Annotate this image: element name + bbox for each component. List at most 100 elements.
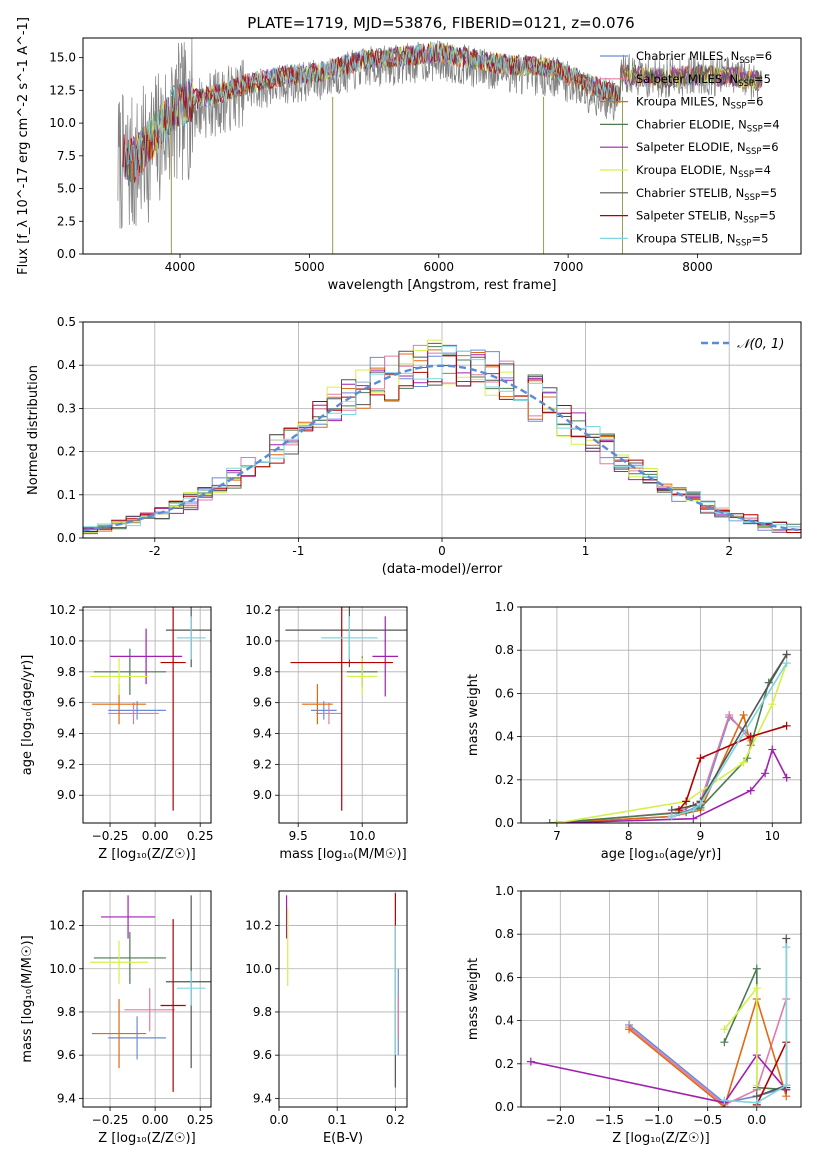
- legend-entry: Salpeter MILES, NSSP=5: [636, 72, 771, 89]
- y-tick-label: 9.4: [57, 1091, 76, 1105]
- x-tick-label: −0.25: [92, 829, 129, 843]
- weight-marker: [782, 773, 791, 782]
- weight-marker: [689, 806, 698, 815]
- y-tick-label: 9.8: [253, 1005, 272, 1019]
- weight-line: [628, 1024, 787, 1104]
- y-tick-label: 0.4: [57, 358, 76, 372]
- age-vs-mass-panel: 9.5 10.0 9.0 9.2 9.4 9.6 9.8 10.0 10.2 mass [log₁…: [245, 603, 408, 862]
- y-tick-label: 2.5: [57, 214, 76, 228]
- y-tick-label: 10.2: [49, 919, 76, 933]
- weight-line: [628, 998, 788, 1106]
- mass-vs-metallicity-panel: −0.25 0.00 0.25 9.4 9.6 9.8 10.0 10.2 Z [log₁₀(Z…: [20, 890, 214, 1146]
- y-axis-label: mass weight: [466, 674, 481, 756]
- weight-marker: [526, 1057, 535, 1066]
- residuals-panel: -2 -1 0 1 2 0.0 0.1 0.2 0.3 0.4 0.5 (data-model)/er…: [26, 315, 802, 577]
- y-tick-label: 0.4: [495, 1014, 514, 1028]
- weight-marker: [689, 814, 698, 823]
- y-tick-label: 9.2: [253, 757, 272, 771]
- y-tick-label: 10.0: [49, 116, 76, 130]
- y-tick-label: 9.4: [253, 727, 272, 741]
- y-tick-label: 9.6: [253, 1048, 272, 1062]
- x-axis-label: age [log₁₀(age/yr)]: [601, 847, 722, 862]
- weight-marker: [739, 711, 748, 719]
- x-tick-label: 2: [725, 544, 733, 558]
- y-tick-label: 5.0: [57, 182, 76, 196]
- x-tick-label: 0.00: [142, 829, 169, 843]
- x-tick-label: 9.5: [289, 829, 308, 843]
- x-tick-label: −0.5: [693, 1113, 722, 1127]
- weight-marker: [545, 819, 554, 823]
- x-axis-label: (data-model)/error: [382, 562, 503, 577]
- y-tick-label: 10.0: [49, 634, 76, 648]
- axes-frame: [82, 321, 802, 539]
- y-tick-label: 0.6: [495, 686, 514, 700]
- plot-area: [90, 895, 211, 1092]
- x-tick-label: -1: [292, 544, 304, 558]
- y-tick-label: 9.6: [57, 1048, 76, 1062]
- y-tick-label: 9.6: [253, 696, 272, 710]
- y-tick-label: 0.4: [495, 730, 514, 744]
- plot-area: [83, 339, 801, 535]
- weight-marker: [782, 934, 791, 943]
- weight-marker: [552, 819, 561, 823]
- y-tick-label: 9.0: [57, 788, 76, 802]
- y-axis-label: mass weight: [466, 958, 481, 1040]
- x-axis-label: wavelength [Angstrom, rest frame]: [328, 278, 557, 293]
- weight-line: [723, 985, 758, 1086]
- x-axis-label: Z [log₁₀(Z/Z☉)]: [98, 847, 195, 862]
- x-axis-label: Z [log₁₀(Z/Z☉)]: [612, 1131, 709, 1146]
- y-tick-label: 9.6: [57, 696, 76, 710]
- y-tick-label: 7.5: [57, 149, 76, 163]
- plot-area: [545, 650, 791, 823]
- y-tick-label: 10.2: [49, 603, 76, 617]
- weight-marker: [667, 812, 676, 821]
- y-tick-label: 0.8: [495, 927, 514, 941]
- x-tick-label: 4000: [165, 260, 196, 274]
- x-tick-label: 8000: [682, 260, 713, 274]
- axes-frame: [82, 37, 802, 255]
- gaussian-reference: [83, 364, 801, 532]
- x-tick-label: −0.25: [92, 1113, 129, 1127]
- legend-entry: Chabrier STELIB, NSSP=5: [636, 186, 777, 203]
- spectrum-panel: 4000 5000 6000 7000 8000 0.0 2.5 5.0 7.5 10.0 12.5…: [16, 17, 802, 293]
- weight-marker: [752, 1081, 761, 1090]
- weight-marker: [752, 984, 761, 993]
- y-tick-label: 0.6: [495, 970, 514, 984]
- y-tick-label: 0.2: [495, 1057, 514, 1071]
- y-tick-label: 10.2: [245, 919, 272, 933]
- y-tick-label: 9.8: [57, 1005, 76, 1019]
- y-tick-label: 10.0: [49, 962, 76, 976]
- y-tick-label: 0.0: [57, 531, 76, 545]
- y-tick-label: 1.0: [495, 600, 514, 614]
- legend-entry: Kroupa MILES, NSSP=6: [636, 95, 763, 112]
- weight-marker: [752, 964, 761, 973]
- y-tick-label: 10.0: [245, 634, 272, 648]
- x-tick-label: 6000: [423, 260, 454, 274]
- x-tick-label: −2.0: [546, 1113, 575, 1127]
- mass-vs-extinction-panel: 0.0 0.1 0.2 9.4 9.6 9.8 10.0 10.2 E(B-V): [245, 890, 408, 1146]
- residual-histogram: [83, 345, 801, 528]
- legend-entry: Salpeter STELIB, NSSP=5: [636, 209, 776, 226]
- weight-marker: [782, 721, 791, 730]
- weight-marker: [761, 769, 770, 778]
- x-tick-label: 0.25: [187, 829, 214, 843]
- weight-marker: [782, 1081, 791, 1090]
- weight-vs-age-panel: 7 8 9 10 0.0 0.2 0.4 0.6 0.8 1.0 age [log₁₀(age/yr…: [466, 600, 802, 862]
- x-tick-label: 10: [765, 829, 780, 843]
- y-tick-label: 0.1: [57, 488, 76, 502]
- plot-area: [285, 607, 407, 811]
- x-tick-label: 0.0: [747, 1113, 766, 1127]
- weight-line: [724, 947, 788, 1104]
- y-tick-label: 0.2: [57, 445, 76, 459]
- legend-entry: Chabrier ELODIE, NSSP=4: [636, 117, 780, 134]
- y-axis-label: mass [log₁₀(M/M☉)]: [20, 935, 35, 1062]
- weight-line: [756, 1041, 788, 1106]
- x-tick-label: 9: [697, 829, 705, 843]
- x-tick-label: 0.25: [187, 1113, 214, 1127]
- y-tick-label: 0.3: [57, 401, 76, 415]
- axes-frame: [278, 606, 408, 824]
- weight-vs-metallicity-panel: −2.0 −1.5 −1.0 −0.5 0.0 0.0 0.2 0.4 0.6 0.8 1.0 Z […: [466, 884, 802, 1146]
- x-tick-label: 0: [438, 544, 446, 558]
- weight-marker: [682, 797, 691, 806]
